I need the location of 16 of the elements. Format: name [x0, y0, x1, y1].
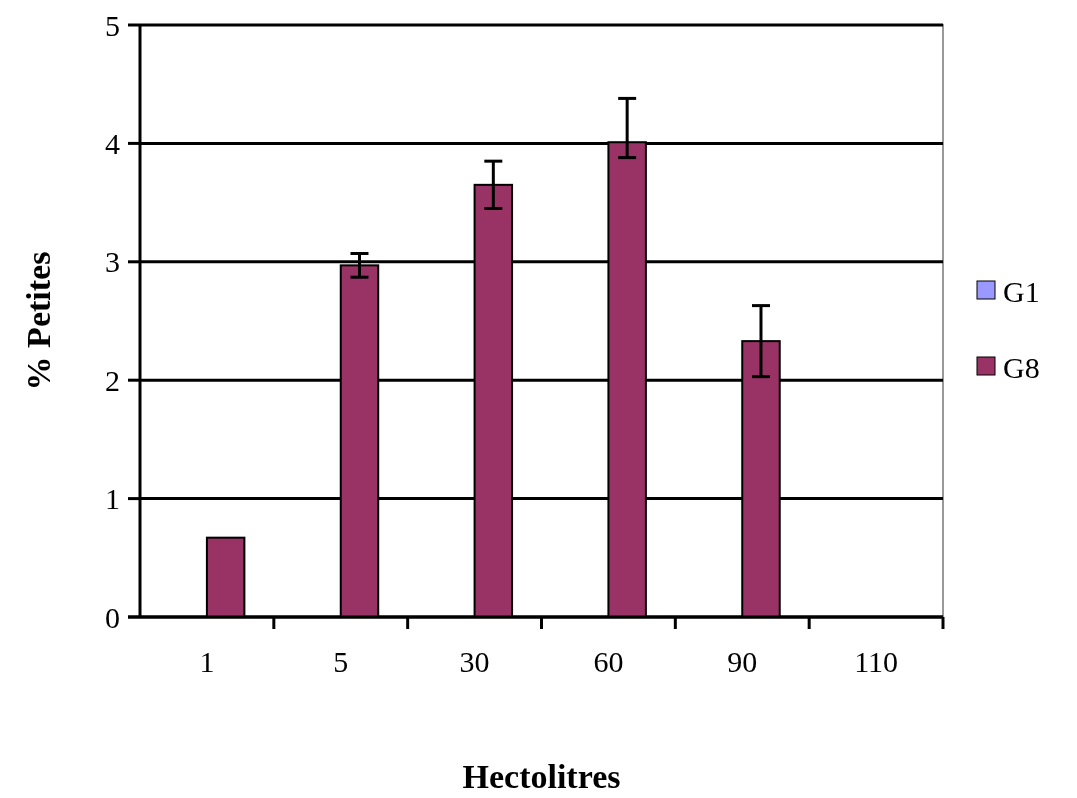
x-tick-label: 1: [199, 645, 215, 678]
y-tick-label: 2: [105, 363, 120, 397]
legend-label: G1: [1003, 274, 1040, 308]
legend-label: G8: [1003, 350, 1040, 384]
x-tick-label: 5: [333, 645, 349, 678]
x-tick-label: 60: [593, 645, 624, 678]
y-tick-label: 0: [105, 600, 120, 634]
y-tick-label: 4: [105, 126, 120, 160]
y-tick-label: 1: [105, 482, 120, 516]
y-axis-title: % Petites: [20, 251, 57, 391]
x-axis-title: Hectolitres: [462, 758, 621, 795]
y-tick-label: 3: [105, 245, 120, 279]
x-tick-label: 90: [727, 645, 758, 678]
x-tick-label: 30: [459, 645, 490, 678]
x-tick-label: 110: [854, 645, 899, 678]
y-tick-label: 5: [105, 8, 120, 42]
